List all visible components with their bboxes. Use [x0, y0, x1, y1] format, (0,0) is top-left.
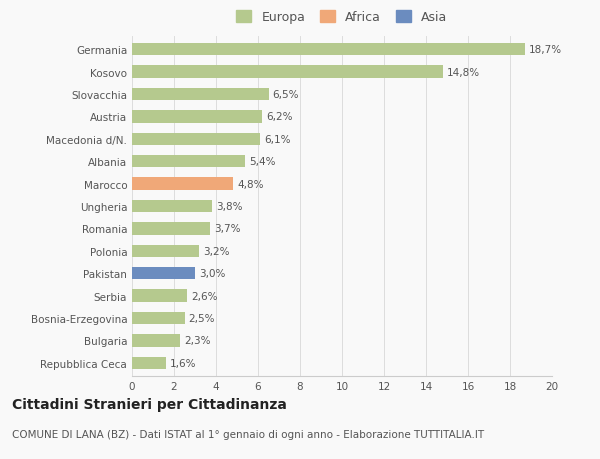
- Text: 2,3%: 2,3%: [185, 336, 211, 346]
- Bar: [132, 245, 199, 257]
- Bar: [132, 178, 233, 190]
- Bar: [132, 134, 260, 146]
- Bar: [132, 156, 245, 168]
- Text: 6,2%: 6,2%: [266, 112, 293, 122]
- Text: 5,4%: 5,4%: [250, 157, 276, 167]
- Bar: [132, 67, 443, 78]
- Text: 4,8%: 4,8%: [237, 179, 263, 189]
- Text: COMUNE DI LANA (BZ) - Dati ISTAT al 1° gennaio di ogni anno - Elaborazione TUTTI: COMUNE DI LANA (BZ) - Dati ISTAT al 1° g…: [12, 429, 484, 439]
- Bar: [132, 44, 525, 56]
- Bar: [132, 335, 181, 347]
- Bar: [132, 312, 185, 325]
- Bar: [132, 201, 212, 213]
- Text: 3,8%: 3,8%: [216, 202, 242, 212]
- Text: 6,1%: 6,1%: [264, 134, 291, 145]
- Text: 18,7%: 18,7%: [529, 45, 562, 55]
- Text: 6,5%: 6,5%: [273, 90, 299, 100]
- Text: 3,2%: 3,2%: [203, 246, 230, 256]
- Bar: [132, 357, 166, 369]
- Bar: [132, 268, 195, 280]
- Bar: [132, 290, 187, 302]
- Text: 3,0%: 3,0%: [199, 269, 226, 279]
- Text: 3,7%: 3,7%: [214, 224, 241, 234]
- Text: 1,6%: 1,6%: [170, 358, 196, 368]
- Text: 2,5%: 2,5%: [188, 313, 215, 323]
- Text: Cittadini Stranieri per Cittadinanza: Cittadini Stranieri per Cittadinanza: [12, 397, 287, 411]
- Bar: [132, 111, 262, 123]
- Text: 14,8%: 14,8%: [447, 67, 480, 78]
- Text: 2,6%: 2,6%: [191, 291, 217, 301]
- Legend: Europa, Africa, Asia: Europa, Africa, Asia: [234, 9, 450, 27]
- Bar: [132, 223, 210, 235]
- Bar: [132, 89, 269, 101]
